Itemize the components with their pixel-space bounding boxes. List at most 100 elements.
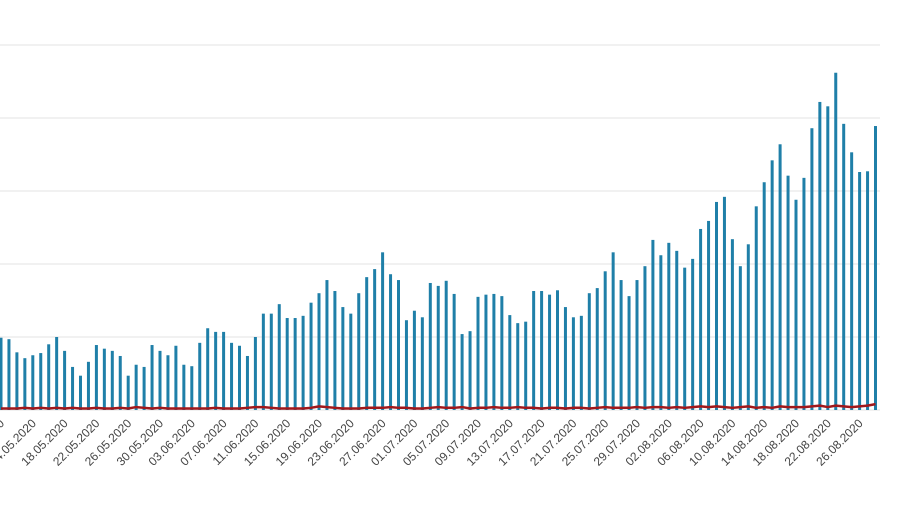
bar [269, 313, 273, 410]
bar [285, 318, 289, 410]
bar [635, 280, 639, 410]
bar [126, 375, 130, 410]
bar [643, 266, 647, 410]
bar [7, 339, 11, 410]
bar [142, 366, 146, 410]
bar [762, 182, 766, 410]
bar [691, 258, 695, 410]
bar [842, 123, 846, 410]
bar [134, 364, 138, 410]
bar [786, 175, 790, 410]
bar [754, 206, 758, 410]
bar [579, 315, 583, 410]
bar [253, 337, 257, 410]
bar [556, 290, 559, 410]
bar [858, 172, 862, 410]
bar [158, 350, 162, 410]
bar [730, 239, 734, 410]
bar [63, 350, 67, 410]
bar [627, 296, 631, 410]
bar [683, 267, 687, 410]
bar [563, 307, 567, 410]
bar [770, 160, 774, 410]
bar [818, 101, 822, 410]
bar [341, 307, 345, 410]
bar [476, 296, 480, 410]
bar [699, 228, 703, 410]
bar [715, 201, 718, 410]
bar [277, 304, 281, 410]
bar [524, 321, 528, 410]
bar [540, 291, 544, 410]
bar [31, 355, 35, 410]
bar [595, 288, 599, 410]
bar [603, 271, 607, 410]
bar [301, 315, 305, 410]
bar [412, 310, 416, 410]
bar [404, 320, 408, 410]
bar [468, 331, 472, 410]
bar [444, 280, 448, 410]
bar [460, 334, 464, 410]
bar [548, 294, 552, 410]
bar [47, 344, 51, 410]
bar [317, 293, 321, 410]
bar [365, 277, 369, 410]
bar [23, 358, 27, 410]
bar [802, 177, 806, 410]
bar [174, 345, 178, 410]
bar [834, 72, 838, 411]
bar [850, 152, 854, 410]
bar [79, 375, 82, 410]
bar [86, 361, 90, 410]
bar [230, 342, 234, 410]
bar [15, 352, 19, 410]
bar [261, 313, 265, 410]
bar [794, 199, 798, 410]
bar [94, 345, 98, 410]
bar [659, 255, 663, 410]
bar [810, 128, 814, 410]
bar [484, 294, 488, 410]
bar [182, 364, 186, 410]
bar [55, 337, 59, 410]
bar [214, 331, 218, 410]
bar [826, 106, 830, 410]
bar [389, 274, 393, 410]
bar [325, 280, 329, 410]
bar [722, 196, 726, 410]
bar [452, 293, 456, 410]
bar [381, 252, 385, 410]
bar [746, 244, 750, 410]
bar [651, 239, 655, 410]
bar [397, 280, 400, 410]
bar [309, 302, 313, 410]
bar [166, 355, 170, 410]
bar [198, 342, 202, 410]
bar [357, 293, 361, 410]
bar [349, 313, 353, 410]
bar [492, 293, 496, 410]
bar [206, 328, 210, 410]
bar [778, 144, 782, 410]
line [1, 402, 876, 410]
bar [150, 345, 154, 410]
bar [39, 353, 43, 410]
bar [102, 348, 106, 410]
bar [500, 296, 504, 410]
bar [118, 355, 122, 410]
bar [874, 126, 877, 410]
bar [707, 220, 711, 410]
bar [238, 345, 241, 410]
bar [420, 317, 424, 410]
bar [436, 285, 440, 410]
bar [0, 337, 3, 410]
bar [675, 250, 679, 410]
bar [190, 366, 194, 410]
bar [532, 291, 536, 410]
bar [619, 280, 623, 410]
bar [516, 323, 520, 410]
bar [738, 266, 742, 410]
bar [293, 318, 297, 410]
